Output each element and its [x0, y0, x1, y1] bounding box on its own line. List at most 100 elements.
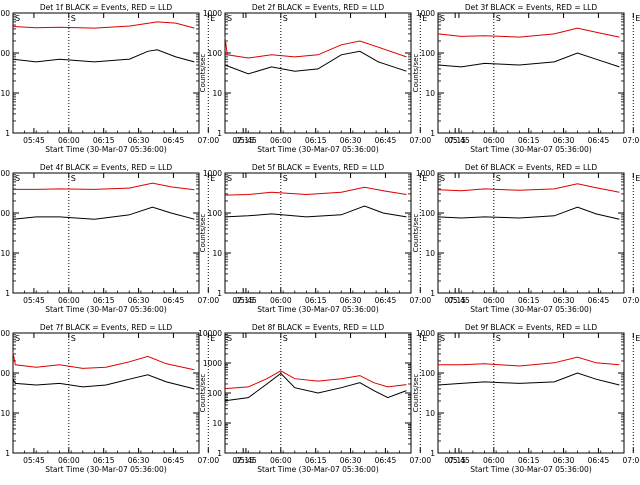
lld-series-line [13, 182, 195, 191]
marker-label: E [210, 14, 215, 23]
marker-label: S [440, 14, 445, 23]
chart-title: Det 9f BLACK = Events, RED = LLD [465, 323, 598, 332]
marker-label: S [71, 174, 76, 183]
chart-panel-6: Det 6f BLACK = Events, RED = LLD 1 10 100 10… [412, 163, 640, 314]
marker-label: S [15, 334, 20, 343]
y-tick-label: 1 [430, 449, 435, 458]
x-tick-label: 06:15 [518, 136, 540, 145]
x-tick-label: 06:15 [305, 456, 327, 465]
x-tick-label: 05:45 [23, 456, 45, 465]
lld-series-line [224, 37, 407, 59]
x-tick-label: 05:45 [448, 456, 470, 465]
y-axis-label: Counts/sec [412, 54, 420, 93]
marker-label: E [635, 334, 640, 343]
y-tick-label: 1000 [203, 9, 222, 18]
x-tick-label: 07:00 [409, 136, 431, 145]
x-tick-label: 07:00 [622, 456, 640, 465]
plot-frame [437, 332, 625, 454]
x-axis-label: Start Time (30-Mar-07 05:36:00) [257, 305, 379, 314]
x-tick-label: 05:45 [448, 296, 470, 305]
x-tick-label: 06:00 [270, 456, 292, 465]
x-tick-label: 07:15 [232, 136, 254, 145]
y-tick-label: 10 [212, 419, 222, 428]
y-tick-label: 10 [212, 249, 222, 258]
x-axis-label: Start Time (30-Mar-07 05:36:00) [45, 145, 167, 154]
y-tick-label: 1 [217, 289, 222, 298]
y-tick-label: 100 [421, 209, 436, 218]
events-series-line [224, 50, 407, 75]
chart-title: Det 8f BLACK = Events, RED = LLD [252, 323, 385, 332]
y-axis-label: Counts/sec [199, 214, 207, 253]
lld-series-line [12, 352, 195, 371]
y-tick-label: 10 [0, 409, 10, 418]
events-series-line [437, 206, 620, 220]
y-tick-label: 1 [5, 129, 10, 138]
x-tick-label: 06:00 [483, 456, 505, 465]
x-tick-label: 07:15 [232, 456, 254, 465]
plot-frame [437, 172, 625, 294]
events-series-line [12, 374, 195, 390]
x-tick-label: 07:00 [622, 136, 640, 145]
x-tick-label: 06:30 [553, 136, 575, 145]
x-tick-label: 07:00 [197, 296, 219, 305]
x-axis-label: Start Time (30-Mar-07 05:36:00) [470, 145, 592, 154]
chart-panel-7: Det 7f BLACK = Events, RED = LLD11010010… [0, 323, 254, 474]
marker-label: S [227, 174, 232, 183]
marker-label: S [283, 334, 288, 343]
marker-label: S [71, 14, 76, 23]
y-tick-label: 100 [0, 209, 10, 218]
y-tick-label: 10 [0, 249, 10, 258]
marker-label: S [283, 174, 288, 183]
x-tick-label: 05:45 [23, 296, 45, 305]
x-tick-label: 06:00 [483, 136, 505, 145]
x-tick-label: 06:45 [588, 296, 610, 305]
lld-series-line [438, 356, 620, 367]
x-tick-label: 05:45 [235, 296, 257, 305]
y-tick-label: 1 [217, 129, 222, 138]
x-tick-label: 06:15 [93, 136, 115, 145]
marker-label: S [440, 174, 445, 183]
y-tick-label: 10 [212, 89, 222, 98]
y-axis-label: Counts/sec [199, 374, 207, 413]
plot-frame [12, 172, 200, 294]
x-tick-label: 06:00 [483, 296, 505, 305]
y-tick-label: 1000 [0, 169, 10, 178]
y-tick-label: 10 [425, 89, 435, 98]
chart-title: Det 4f BLACK = Events, RED = LLD [40, 163, 173, 172]
chart-panel-8: Det 8f BLACK = Events, RED = LLD11010010… [198, 323, 466, 474]
events-series-line [12, 49, 195, 63]
plot-frame [437, 12, 625, 134]
y-tick-label: 10 [425, 249, 435, 258]
chart-title: Det 5f BLACK = Events, RED = LLD [252, 163, 385, 172]
x-tick-label: 06:15 [518, 296, 540, 305]
y-tick-label: 1000 [203, 169, 222, 178]
chart-panel-2: Det 2f BLACK = Events, RED = LLD11010010… [199, 3, 466, 154]
events-series-line [224, 372, 407, 402]
marker-label: S [227, 14, 232, 23]
marker-label: E [422, 174, 427, 183]
marker-label: E [422, 334, 427, 343]
x-axis-label: Start Time (30-Mar-07 05:36:00) [470, 305, 592, 314]
marker-label: S [71, 334, 76, 343]
y-tick-label: 1 [430, 289, 435, 298]
x-tick-label: 06:15 [305, 136, 327, 145]
x-tick-label: 07:15 [232, 296, 254, 305]
x-tick-label: 07:00 [409, 456, 431, 465]
marker-label: S [496, 334, 501, 343]
x-tick-label: 06:00 [58, 136, 80, 145]
y-tick-label: 1000 [203, 359, 222, 368]
chart-panel-4: Det 4f BLACK = Events, RED = LLD 1 10 100 10… [0, 163, 254, 314]
x-tick-label: 06:00 [270, 136, 292, 145]
y-tick-label: 1000 [0, 329, 10, 338]
y-axis-label: Counts/sec [199, 54, 207, 93]
x-tick-label: 05:45 [23, 136, 45, 145]
x-tick-label: 05:45 [235, 136, 257, 145]
x-tick-label: 06:15 [93, 456, 115, 465]
y-tick-label: 100 [0, 49, 10, 58]
marker-label: S [496, 14, 501, 23]
x-tick-label: 06:30 [128, 136, 150, 145]
x-tick-label: 06:30 [128, 296, 150, 305]
x-tick-label: 06:00 [58, 296, 80, 305]
x-tick-label: 06:45 [375, 456, 397, 465]
marker-label: S [283, 14, 288, 23]
